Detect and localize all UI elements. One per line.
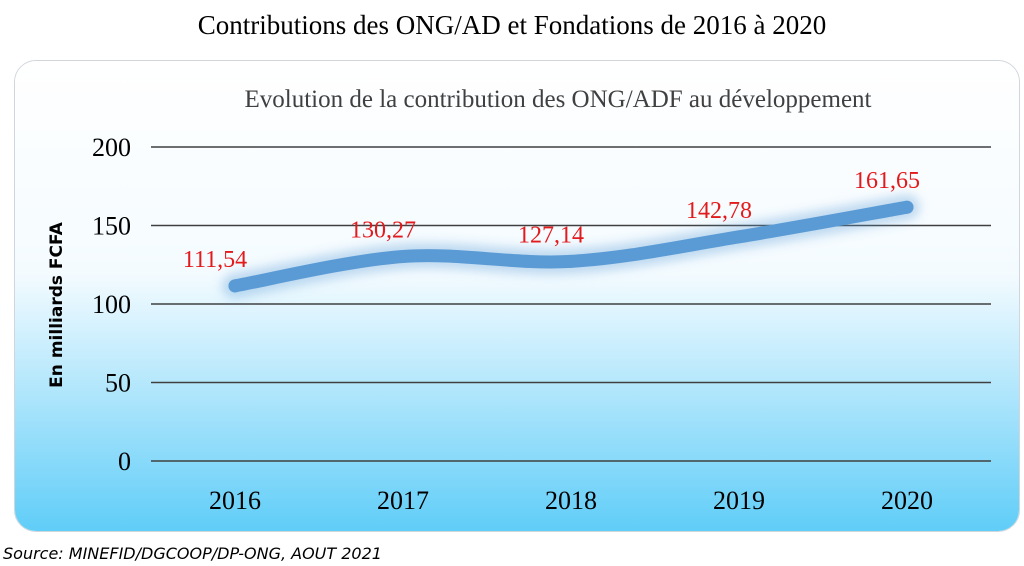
x-tick-label: 2019 <box>713 486 765 515</box>
data-label: 127,14 <box>518 222 584 248</box>
data-label: 111,54 <box>183 247 247 273</box>
data-point <box>228 279 242 293</box>
chart-title: Evolution de la contribution des ONG/ADF… <box>245 86 872 113</box>
data-point <box>900 200 914 214</box>
data-label: 130,27 <box>350 217 416 243</box>
chart-background <box>15 61 1019 531</box>
x-tick-label: 2018 <box>545 486 597 515</box>
x-tick-label: 2016 <box>209 486 261 515</box>
y-tick-label: 100 <box>92 290 131 319</box>
y-tick-label: 200 <box>92 133 131 162</box>
data-label: 142,78 <box>686 198 752 224</box>
source-note: Source: MINEFID/DGCOOP/DP-ONG, AOUT 2021 <box>3 544 382 563</box>
x-tick-label: 2020 <box>881 486 933 515</box>
page-title: Contributions des ONG/AD et Fondations d… <box>197 10 827 40</box>
y-axis-label: En milliards FCFA <box>47 221 67 387</box>
x-tick-label: 2017 <box>377 486 429 515</box>
y-tick-label: 0 <box>118 447 131 476</box>
data-point <box>396 249 410 263</box>
chart-frame: Evolution de la contribution des ONG/ADF… <box>14 60 1020 532</box>
data-point <box>732 230 746 244</box>
y-tick-label: 50 <box>105 369 131 398</box>
line-chart: Evolution de la contribution des ONG/ADF… <box>15 61 1019 531</box>
y-tick-label: 150 <box>92 212 131 241</box>
data-label: 161,65 <box>854 168 920 194</box>
data-point <box>564 254 578 268</box>
